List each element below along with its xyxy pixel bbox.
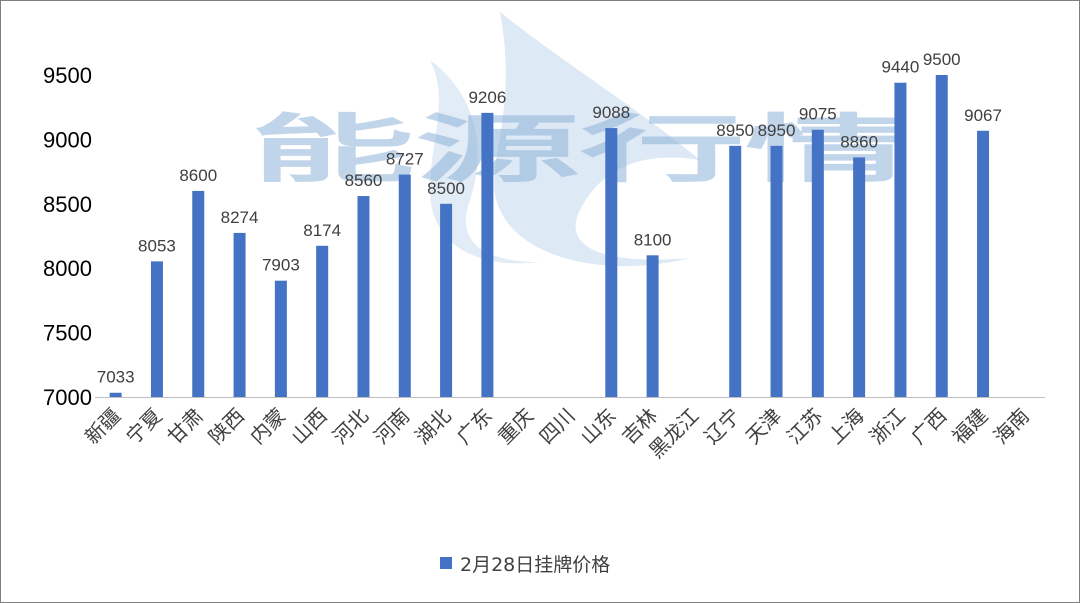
x-tick-label: 山东 [576, 404, 621, 449]
watermark-logo: 能源行情 [250, 12, 910, 267]
bar [233, 232, 246, 397]
x-tick-label: 江苏 [782, 404, 827, 449]
bar [977, 130, 990, 398]
data-label: 9088 [592, 103, 630, 122]
data-label: 8053 [138, 236, 176, 255]
bar [853, 157, 866, 397]
data-label: 9500 [923, 50, 961, 69]
bar [481, 112, 494, 398]
x-tick-label: 天津 [741, 404, 786, 449]
x-tick-label: 山西 [286, 404, 331, 449]
data-label: 8560 [345, 171, 383, 190]
legend-swatch [440, 557, 452, 569]
data-label: 9075 [799, 105, 837, 124]
x-tick-label: 宁夏 [121, 404, 166, 449]
bar [605, 128, 618, 397]
x-tick-label: 辽宁 [699, 404, 744, 449]
y-tick-label: 7000 [43, 385, 92, 410]
bar [398, 174, 411, 397]
x-tick-label: 广西 [906, 404, 951, 449]
y-tick-label: 8000 [43, 256, 92, 281]
x-tick-label: 内蒙 [245, 404, 290, 449]
bar [770, 145, 783, 397]
x-tick-label: 福建 [947, 404, 992, 449]
x-tick-label: 四川 [534, 404, 579, 449]
x-tick-label: 甘肃 [163, 404, 208, 449]
x-tick-label: 新疆 [80, 404, 125, 449]
x-tick-label: 河南 [369, 404, 414, 449]
data-label: 8274 [221, 208, 259, 227]
data-label: 8600 [179, 166, 217, 185]
data-label: 8100 [634, 230, 672, 249]
data-label: 9440 [882, 58, 920, 77]
y-tick-label: 8500 [43, 192, 92, 217]
data-label: 7903 [262, 256, 300, 275]
watermark-flame-shape [494, 12, 700, 267]
x-tick-label: 海南 [989, 404, 1034, 449]
x-tick-label: 浙江 [865, 404, 910, 449]
legend: 2月28日挂牌价格 [440, 554, 610, 576]
x-tick-label: 广东 [452, 404, 497, 449]
data-label: 9206 [468, 88, 506, 107]
y-tick-label: 7500 [43, 321, 92, 346]
data-label: 7033 [97, 368, 135, 387]
y-tick-label: 9000 [43, 127, 92, 152]
x-tick-label: 重庆 [493, 404, 538, 449]
data-label: 8500 [427, 179, 465, 198]
data-label: 8860 [840, 132, 878, 151]
watermark-text: 能源行情 [250, 107, 910, 193]
data-label: 8174 [303, 221, 341, 240]
data-label: 8727 [386, 150, 424, 169]
bar [274, 280, 287, 397]
x-tick-label: 上海 [823, 404, 868, 449]
bar [440, 203, 453, 397]
bar [357, 196, 370, 397]
legend-label: 2月28日挂牌价格 [460, 554, 610, 576]
bar [150, 261, 163, 397]
bar [646, 255, 659, 397]
bar [316, 245, 329, 397]
x-tick-label: 陕西 [204, 404, 249, 449]
y-tick-label: 9500 [43, 63, 92, 88]
x-tick-label: 湖北 [410, 404, 455, 449]
x-tick-label: 河北 [328, 404, 373, 449]
bar [192, 190, 205, 397]
data-label: 8950 [758, 121, 796, 140]
data-label: 8950 [716, 121, 754, 140]
bar [894, 82, 907, 397]
data-label: 9067 [964, 106, 1002, 125]
bar [935, 75, 948, 397]
bar [811, 129, 824, 398]
bar [729, 145, 742, 397]
bar [109, 392, 122, 397]
